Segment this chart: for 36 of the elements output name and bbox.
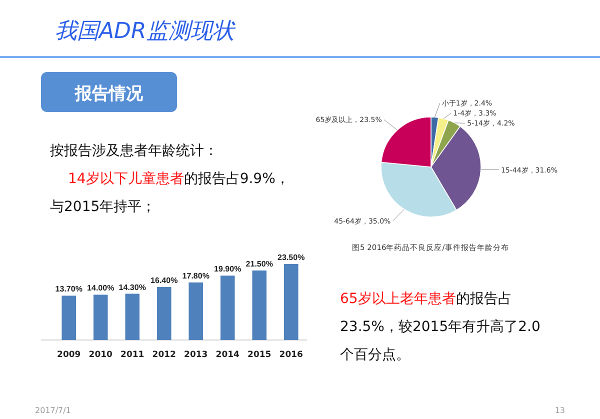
data-label: 14.30%	[118, 282, 146, 292]
text: 的报告占	[456, 291, 512, 307]
text: 65岁以上老年患者	[340, 291, 456, 307]
data-label: 23.50%	[278, 253, 305, 262]
text: 13	[554, 406, 565, 415]
bar	[93, 294, 108, 340]
x-tick-label: 2013	[184, 350, 208, 360]
data-label: 14.00%	[87, 284, 114, 293]
text: 报告情况	[74, 84, 144, 104]
data-label: 13.70%	[55, 284, 82, 294]
bar	[125, 294, 140, 340]
bar	[62, 296, 76, 340]
bar	[156, 286, 172, 340]
text: 与2015年持平；	[50, 199, 156, 215]
x-tick-label: 2014	[216, 350, 240, 360]
x-tick-label: 2016	[279, 350, 304, 360]
data-label: 16.40%	[150, 276, 178, 285]
x-tick-label: 2010	[88, 350, 113, 360]
text: 个百分点。	[340, 347, 410, 363]
bar	[188, 282, 204, 340]
bar	[252, 270, 267, 340]
data-label: 17.80%	[182, 271, 210, 280]
x-tick-label: 2012	[152, 350, 176, 360]
text: 2017/7/1	[35, 406, 71, 415]
x-tick-label: 2011	[120, 350, 144, 360]
text: 14岁以下儿童患者	[68, 171, 184, 187]
text: 的报告占9.9%，	[184, 171, 290, 187]
text: 23.5%，较2015年有升高了2.0	[340, 319, 540, 335]
text: 按报告涉及患者年龄统计：	[50, 143, 218, 159]
title: 我国ADR监测现状	[55, 19, 234, 44]
bar	[220, 276, 235, 340]
data-label: 19.90%	[214, 264, 242, 274]
data-label: 21.50%	[246, 259, 273, 268]
x-tick-label: 2009	[57, 350, 81, 360]
bar	[284, 264, 298, 340]
x-tick-label: 2015	[248, 350, 272, 360]
